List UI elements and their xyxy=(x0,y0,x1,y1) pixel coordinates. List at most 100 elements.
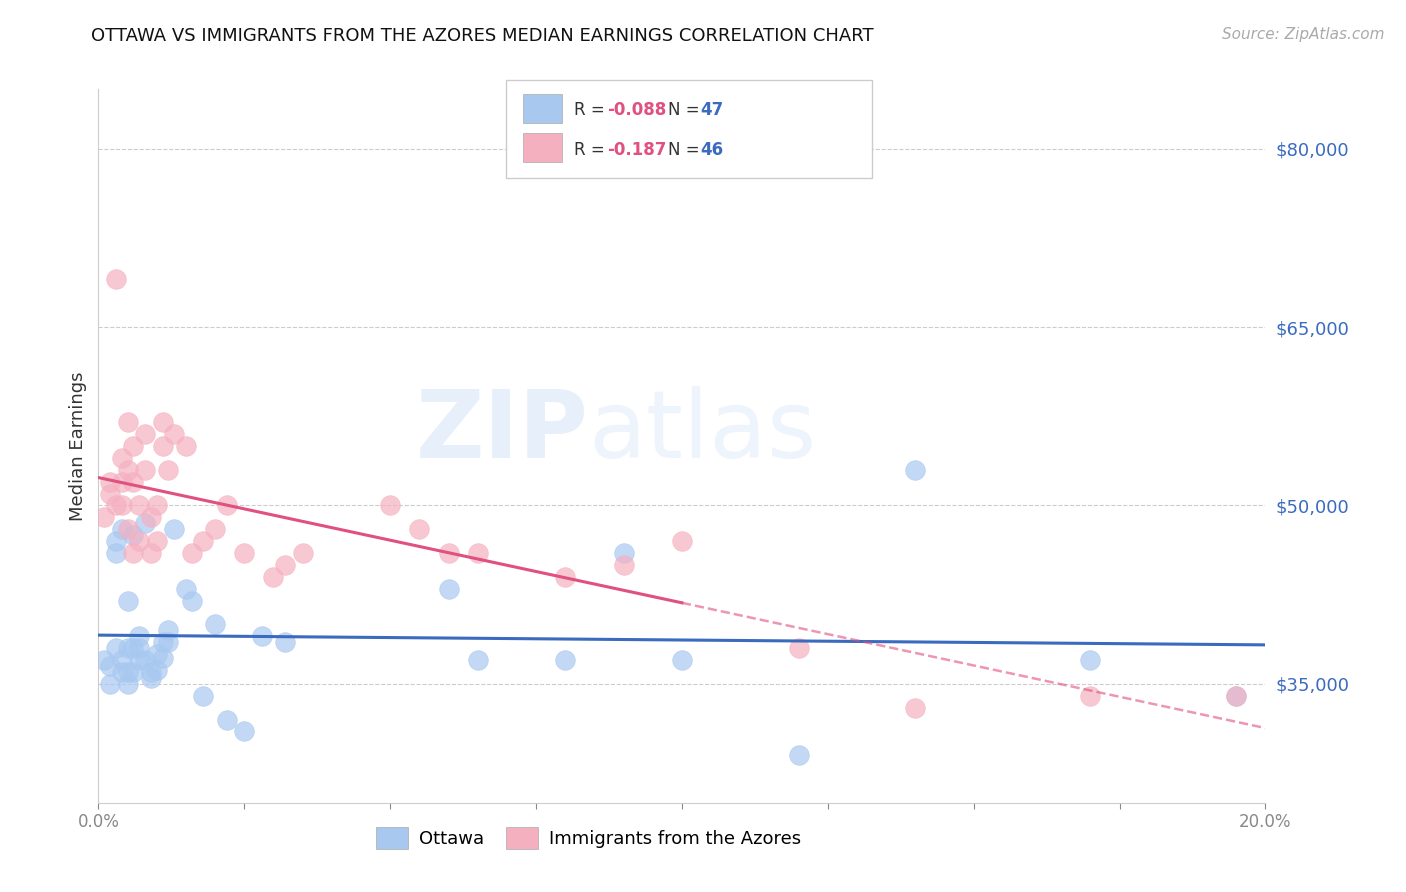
Point xyxy=(134,463,156,477)
Text: N =: N = xyxy=(668,141,704,159)
Text: R =: R = xyxy=(574,101,610,119)
Point xyxy=(93,510,115,524)
Text: ZIP: ZIP xyxy=(416,385,589,478)
Point xyxy=(134,516,156,531)
Point xyxy=(250,629,273,643)
Point xyxy=(233,546,256,560)
Point xyxy=(128,629,150,643)
Point xyxy=(128,534,150,549)
Point xyxy=(174,582,197,596)
Point xyxy=(233,724,256,739)
Legend: Ottawa, Immigrants from the Azores: Ottawa, Immigrants from the Azores xyxy=(367,818,810,858)
Point xyxy=(554,653,576,667)
Point xyxy=(104,641,127,656)
Point xyxy=(152,650,174,665)
Text: 46: 46 xyxy=(700,141,723,159)
Point xyxy=(139,665,162,679)
Point xyxy=(122,475,145,489)
Point xyxy=(139,546,162,560)
Point xyxy=(117,463,139,477)
Point xyxy=(139,510,162,524)
Point xyxy=(128,653,150,667)
Text: OTTAWA VS IMMIGRANTS FROM THE AZORES MEDIAN EARNINGS CORRELATION CHART: OTTAWA VS IMMIGRANTS FROM THE AZORES MED… xyxy=(91,27,875,45)
Point xyxy=(467,546,489,560)
Point xyxy=(193,534,215,549)
Point xyxy=(134,653,156,667)
Point xyxy=(904,463,927,477)
Point xyxy=(98,486,121,500)
Point xyxy=(467,653,489,667)
Point xyxy=(104,272,127,286)
Point xyxy=(787,641,810,656)
Point xyxy=(274,558,297,572)
Point xyxy=(1080,653,1102,667)
Point xyxy=(146,534,169,549)
Point xyxy=(122,665,145,679)
Point xyxy=(215,713,238,727)
Point xyxy=(437,582,460,596)
Point xyxy=(157,624,180,638)
Point xyxy=(128,499,150,513)
Point xyxy=(139,671,162,685)
Y-axis label: Median Earnings: Median Earnings xyxy=(69,371,87,521)
Point xyxy=(146,647,169,661)
Point xyxy=(380,499,402,513)
Text: -0.088: -0.088 xyxy=(607,101,666,119)
Point xyxy=(437,546,460,560)
Point xyxy=(274,635,297,649)
Point xyxy=(554,570,576,584)
Point xyxy=(146,499,169,513)
Text: -0.187: -0.187 xyxy=(607,141,666,159)
Point xyxy=(117,415,139,429)
Point xyxy=(174,439,197,453)
Point xyxy=(1225,689,1247,703)
Point xyxy=(117,641,139,656)
Point xyxy=(408,522,430,536)
Point xyxy=(134,427,156,442)
Point xyxy=(104,546,127,560)
Point xyxy=(163,427,186,442)
Point xyxy=(111,653,134,667)
Point xyxy=(111,522,134,536)
Point xyxy=(180,546,202,560)
Text: Source: ZipAtlas.com: Source: ZipAtlas.com xyxy=(1222,27,1385,42)
Point xyxy=(193,689,215,703)
Point xyxy=(671,534,693,549)
Point xyxy=(98,475,121,489)
Text: R =: R = xyxy=(574,141,610,159)
Point xyxy=(117,677,139,691)
Point xyxy=(111,665,134,679)
Point xyxy=(787,748,810,763)
Point xyxy=(157,463,180,477)
Point xyxy=(180,593,202,607)
Point xyxy=(157,635,180,649)
Point xyxy=(122,641,145,656)
Point xyxy=(152,415,174,429)
Point xyxy=(98,659,121,673)
Point xyxy=(98,677,121,691)
Point xyxy=(104,534,127,549)
Point xyxy=(262,570,284,584)
Point xyxy=(111,475,134,489)
Point xyxy=(612,558,634,572)
Point xyxy=(1225,689,1247,703)
Point xyxy=(215,499,238,513)
Point xyxy=(111,499,134,513)
Point xyxy=(291,546,314,560)
Point xyxy=(612,546,634,560)
Point xyxy=(117,665,139,679)
Point xyxy=(93,653,115,667)
Point xyxy=(146,663,169,677)
Point xyxy=(671,653,693,667)
Point xyxy=(104,499,127,513)
Point xyxy=(122,439,145,453)
Point xyxy=(111,450,134,465)
Text: atlas: atlas xyxy=(589,385,817,478)
Text: N =: N = xyxy=(668,101,704,119)
Point xyxy=(117,522,139,536)
Point xyxy=(128,641,150,656)
Point xyxy=(117,593,139,607)
Point xyxy=(204,617,226,632)
Text: 47: 47 xyxy=(700,101,724,119)
Point xyxy=(122,528,145,542)
